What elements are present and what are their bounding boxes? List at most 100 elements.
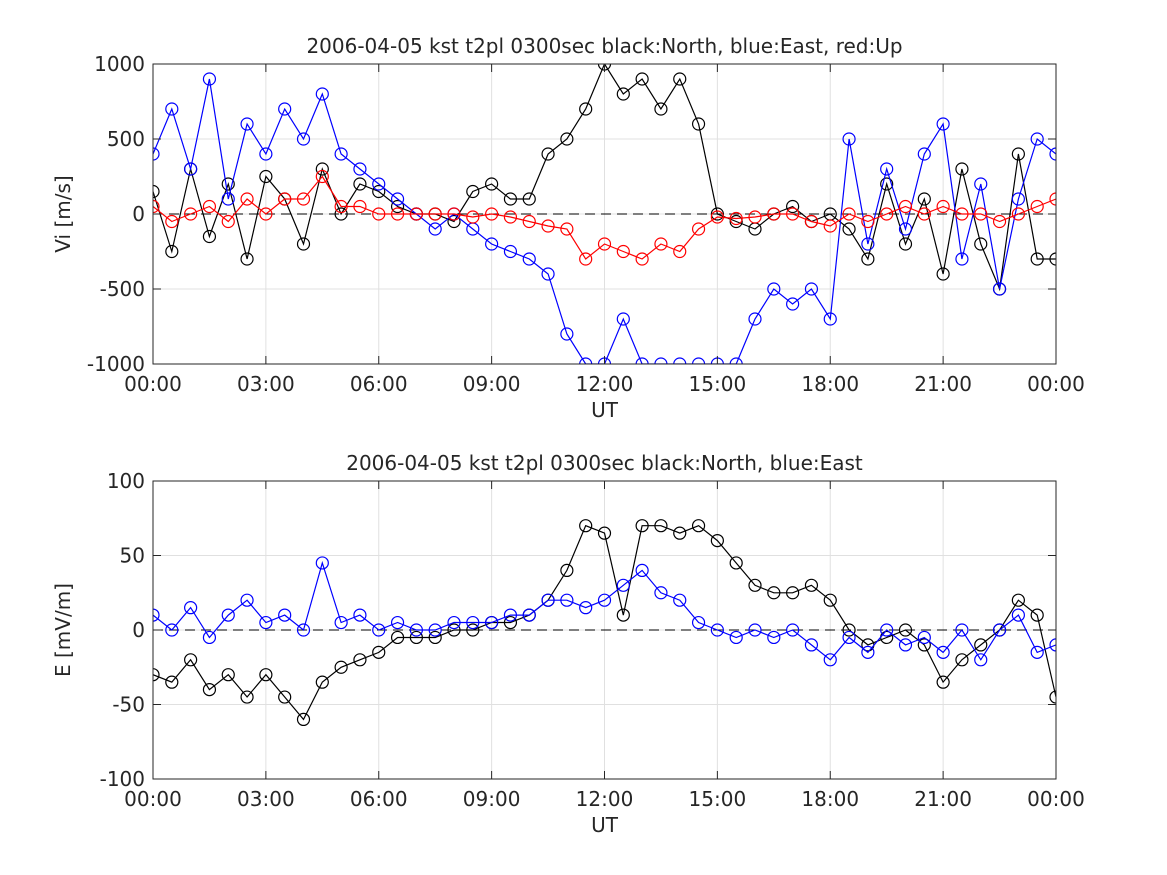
data-point <box>898 199 913 214</box>
data-point <box>1049 192 1056 206</box>
data-point <box>334 147 348 161</box>
data-point <box>184 162 198 176</box>
data-point <box>447 214 461 229</box>
y-tick-label: 0 <box>132 202 145 226</box>
data-point <box>691 117 706 131</box>
data-point <box>654 357 668 364</box>
data-point <box>560 563 574 578</box>
x-tick-label: 00:00 <box>124 787 182 811</box>
data-point <box>184 207 198 221</box>
data-point <box>1030 645 1044 659</box>
x-tick-label: 09:00 <box>463 787 521 811</box>
x-tick-label: 06:00 <box>350 372 408 396</box>
data-point <box>654 237 668 251</box>
data-point <box>503 608 518 622</box>
data-point <box>898 623 913 637</box>
y-tick-label: 50 <box>120 544 145 568</box>
data-point <box>710 210 724 224</box>
data-point <box>1049 690 1056 704</box>
data-point <box>729 556 743 570</box>
data-point <box>334 660 348 674</box>
data-point <box>1030 608 1044 622</box>
data-point <box>466 184 480 199</box>
data-point <box>240 252 254 266</box>
data-point <box>955 623 969 637</box>
data-point <box>673 244 687 259</box>
data-point <box>390 630 405 645</box>
series-line-1 <box>153 560 1056 661</box>
data-point <box>447 623 461 637</box>
data-point <box>974 638 988 652</box>
data-point <box>409 623 423 637</box>
data-point <box>597 237 612 251</box>
data-point <box>428 207 442 221</box>
data-point <box>842 623 856 637</box>
x-tick-label: 09:00 <box>463 372 521 396</box>
data-point <box>315 87 329 101</box>
data-point <box>823 312 837 326</box>
data-point <box>240 690 254 704</box>
data-point <box>153 199 160 214</box>
data-point <box>786 297 800 311</box>
data-point <box>278 608 292 622</box>
data-point <box>992 623 1007 637</box>
data-point <box>485 177 499 191</box>
data-point <box>315 162 329 176</box>
data-point <box>485 207 499 221</box>
x-tick-label: 18:00 <box>801 787 859 811</box>
data-point <box>880 623 894 637</box>
data-point <box>259 147 273 161</box>
data-point <box>880 207 894 221</box>
data-point <box>936 117 950 131</box>
x-tick-label: 00:00 <box>1027 372 1085 396</box>
data-point <box>485 615 499 630</box>
data-point <box>842 207 856 221</box>
data-point <box>221 214 235 229</box>
data-point <box>955 653 969 667</box>
data-point <box>917 207 931 221</box>
data-point <box>278 102 292 116</box>
data-point <box>240 593 254 607</box>
chart-panel-velocity: 00:00 03:00 06:00 09:00 12:00 15:00 18:00 21:00… <box>51 34 1085 422</box>
data-point <box>729 357 743 364</box>
data-point <box>1049 147 1056 161</box>
series-line-0 <box>153 64 1056 292</box>
data-point <box>936 675 950 689</box>
data-point <box>390 207 405 221</box>
x-tick-label: 15:00 <box>689 372 747 396</box>
data-point <box>221 608 235 622</box>
data-point <box>579 519 593 533</box>
series-line-0 <box>153 524 1056 721</box>
data-point <box>635 252 649 266</box>
data-point <box>1011 147 1025 161</box>
data-point <box>974 237 988 251</box>
data-point <box>616 244 630 259</box>
data-point <box>654 586 668 600</box>
data-point <box>1011 207 1025 221</box>
data-point <box>503 244 518 259</box>
data-point <box>597 593 612 607</box>
data-point <box>1011 192 1025 206</box>
data-point <box>541 219 555 233</box>
data-point <box>184 601 198 615</box>
data-point <box>842 132 856 146</box>
data-point <box>616 312 630 326</box>
data-point <box>861 252 875 266</box>
data-point <box>184 653 198 667</box>
x-tick-label: 03:00 <box>237 787 295 811</box>
x-tick-label: 06:00 <box>350 787 408 811</box>
data-point <box>974 653 988 667</box>
data-point <box>710 533 724 548</box>
data-point <box>804 282 819 296</box>
data-point <box>823 653 837 667</box>
data-point <box>748 578 762 592</box>
data-point <box>710 207 724 221</box>
data-point <box>786 207 800 221</box>
data-point <box>202 630 217 645</box>
data-point <box>748 312 762 326</box>
y-axis-label: E [mV/m] <box>51 583 75 677</box>
data-point <box>560 132 574 146</box>
data-point <box>842 630 856 645</box>
data-point <box>428 222 442 236</box>
